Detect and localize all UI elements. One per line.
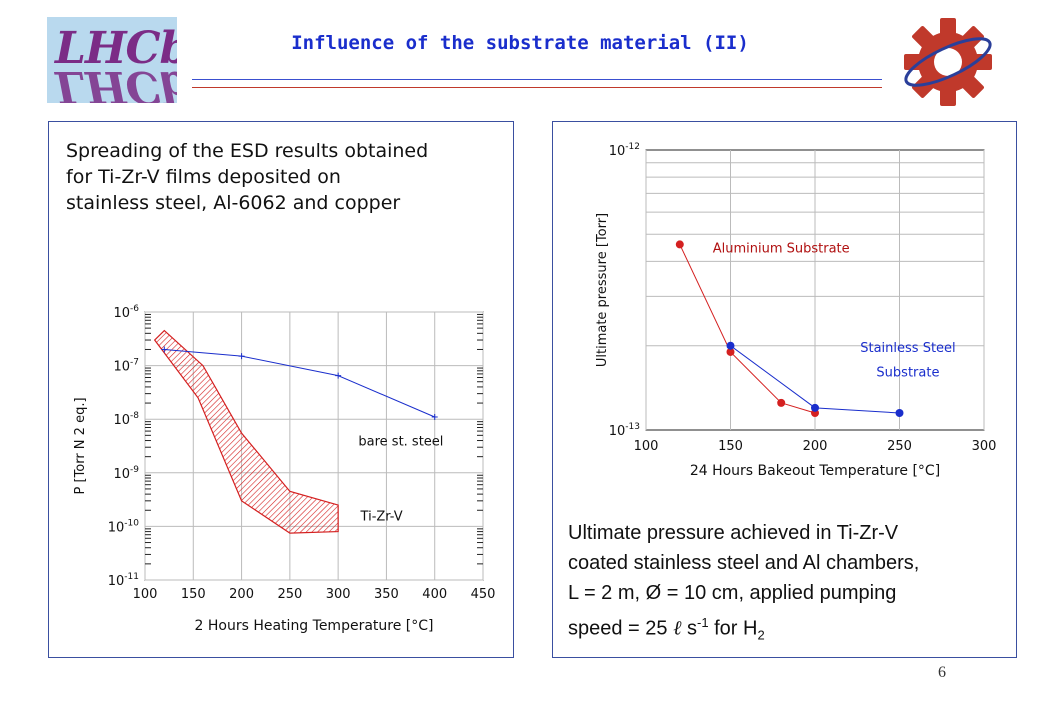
esd-pressure-chart: 100 150 200 250 300 350 400 450 10-6 10-7 10-8 10-9… — [73, 304, 496, 634]
caption-s: s — [681, 617, 697, 640]
left-caption-line: for Ti-Zr-V films deposited on — [66, 166, 341, 188]
aluminium-label: Aluminium Substrate — [713, 242, 850, 257]
right-caption-line: Ultimate pressure achieved in Ti-Zr-V — [568, 522, 899, 544]
caption-speed: speed = 25 — [568, 617, 674, 640]
logo-reflection: LHCb — [55, 61, 177, 103]
bare-steel-label: bare st. steel — [358, 435, 443, 450]
caption-sup: -1 — [697, 615, 709, 630]
x-tick-label: 300 — [972, 439, 997, 454]
x-tick-label: 250 — [887, 439, 912, 454]
x-tick-label: 400 — [422, 587, 447, 602]
left-caption: Spreading of the ESD results obtained fo… — [66, 138, 516, 216]
x-tick-label: 250 — [277, 587, 302, 602]
stainless-label: Substrate — [876, 366, 939, 381]
left-caption-line: stainless steel, Al-6062 and copper — [66, 192, 401, 214]
gear-logo-icon — [904, 18, 992, 106]
right-caption: Ultimate pressure achieved in Ti-Zr-V co… — [568, 518, 1028, 651]
stainless-label: Stainless Steel — [860, 341, 955, 356]
x-tick-label: 100 — [634, 439, 659, 454]
y-axis-title: Ultimate pressure [Torr] — [595, 213, 610, 367]
caption-sub: 2 — [757, 627, 765, 643]
caption-for: for H — [708, 617, 758, 640]
title-rule-blue — [192, 79, 882, 80]
data-point-marker — [777, 398, 786, 407]
data-point-marker — [675, 240, 684, 249]
x-tick-label: 350 — [374, 587, 399, 602]
y-tick-label: 10-9 — [113, 465, 139, 482]
x-tick-label: 200 — [803, 439, 828, 454]
bare-steel-line — [164, 348, 435, 418]
ti-zr-v-label: Ti-Zr-V — [360, 509, 403, 524]
x-tick-label: 300 — [326, 587, 351, 602]
logo-text: LHCb — [55, 23, 177, 74]
data-point-marker — [895, 409, 904, 418]
y-tick-label: 10-10 — [108, 518, 140, 535]
y-tick-label: 10-6 — [113, 304, 139, 321]
page-number: 6 — [938, 664, 946, 681]
x-axis-title: 2 Hours Heating Temperature [°C] — [195, 618, 434, 634]
x-tick-label: 150 — [718, 439, 743, 454]
x-axis-title: 24 Hours Bakeout Temperature [°C] — [690, 463, 940, 479]
y-tick-label: 10-11 — [108, 572, 139, 589]
series-line — [679, 244, 816, 414]
x-tick-label: 100 — [133, 587, 158, 602]
left-caption-line: Spreading of the ESD results obtained — [66, 140, 429, 162]
title-rule-red — [192, 87, 882, 88]
y-tick-label: 10-8 — [113, 411, 139, 428]
y-tick-label: 10-7 — [113, 358, 139, 375]
y-tick-label: 10-13 — [609, 422, 640, 439]
right-caption-line: speed = 25 ℓ s-1 for H2 — [568, 608, 1028, 651]
y-tick-label: 10-12 — [609, 142, 640, 159]
caption-ell: ℓ — [673, 615, 682, 640]
right-caption-line: L = 2 m, Ø = 10 cm, applied pumping — [568, 582, 897, 604]
ti-zr-v-band — [153, 329, 339, 534]
x-tick-label: 200 — [229, 587, 254, 602]
y-axis-title: P [Torr N 2 eq.] — [73, 397, 88, 494]
x-tick-label: 450 — [471, 587, 496, 602]
x-tick-label: 150 — [181, 587, 206, 602]
plot-frame — [144, 311, 484, 581]
data-point-marker — [726, 347, 735, 356]
data-point-marker — [811, 403, 819, 412]
right-caption-line: coated stainless steel and Al chambers, — [568, 552, 920, 574]
ultimate-pressure-chart: 100 150 200 250 300 10-12 10-13 Aluminium Subst… — [595, 142, 997, 479]
data-point-marker — [726, 341, 735, 350]
slide-title: Influence of the substrate material (II) — [291, 32, 749, 54]
lhcb-logo: LHCb LHCb — [47, 17, 177, 103]
